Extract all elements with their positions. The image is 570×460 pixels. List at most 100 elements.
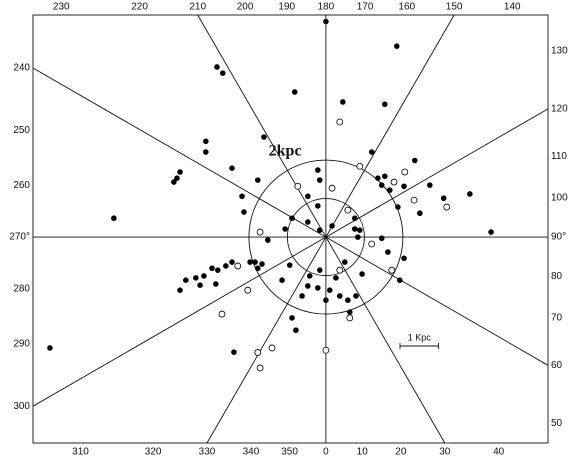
- longitude-label: 300: [13, 401, 30, 412]
- longitude-label: 110: [551, 151, 567, 162]
- object-filled: [305, 193, 311, 200]
- longitude-label: 80: [551, 271, 563, 282]
- radial-line: [32, 67, 327, 238]
- object-open: [254, 349, 262, 356]
- object-filled: [289, 315, 295, 321]
- object-filled: [229, 259, 235, 265]
- longitude-label: 20: [395, 447, 407, 458]
- longitude-label: 310: [72, 447, 89, 458]
- object-filled: [397, 277, 403, 283]
- object-filled: [316, 227, 323, 233]
- object-open: [234, 262, 242, 270]
- object-filled: [315, 285, 321, 291]
- object-filled: [183, 277, 189, 283]
- longitude-label: 340: [243, 447, 260, 458]
- radial-line: [325, 236, 549, 366]
- object-open: [244, 286, 252, 294]
- longitude-label: 130: [551, 45, 568, 56]
- object-filled: [279, 277, 285, 283]
- object-filled: [326, 287, 333, 293]
- radial-line: [32, 236, 327, 407]
- object-filled: [375, 175, 381, 181]
- object-open: [443, 203, 451, 211]
- radial-line: [197, 14, 327, 238]
- object-open: [268, 344, 276, 352]
- object-filled: [177, 169, 183, 175]
- longitude-label: 170: [357, 2, 374, 13]
- longitude-label: 60: [551, 360, 563, 371]
- circle-label: 2kpc: [269, 142, 302, 159]
- radial-line: [325, 14, 455, 238]
- object-filled: [356, 227, 363, 233]
- object-filled: [254, 265, 261, 272]
- object-filled: [305, 219, 311, 225]
- object-open: [336, 118, 344, 126]
- object-filled: [171, 179, 177, 185]
- object-filled: [316, 177, 323, 183]
- object-open: [390, 178, 398, 186]
- object-open: [368, 240, 376, 248]
- longitude-label: 280: [13, 283, 30, 294]
- object-filled: [174, 175, 180, 181]
- radial-line: [325, 236, 446, 444]
- object-open: [256, 364, 264, 372]
- object-filled: [219, 70, 226, 76]
- object-filled: [241, 209, 247, 215]
- longitude-label: 150: [446, 2, 463, 13]
- object-filled: [306, 273, 313, 279]
- longitude-label: 220: [131, 2, 148, 13]
- longitude-label: 290: [13, 338, 30, 349]
- object-filled: [252, 259, 258, 265]
- longitude-label: 40: [493, 447, 505, 458]
- object-open: [410, 196, 418, 204]
- object-open: [356, 162, 364, 170]
- object-open: [294, 182, 302, 190]
- object-filled: [382, 173, 388, 180]
- object-open: [346, 314, 354, 322]
- object-filled: [299, 293, 305, 299]
- longitude-label: 210: [189, 2, 206, 13]
- object-open: [336, 266, 344, 274]
- object-filled: [401, 255, 407, 262]
- object-filled: [316, 267, 323, 273]
- object-filled: [193, 275, 199, 281]
- longitude-label: 100: [551, 193, 568, 204]
- frame: [32, 14, 549, 444]
- object-filled: [385, 249, 391, 255]
- longitude-label: 320: [145, 447, 162, 458]
- object-filled: [305, 283, 311, 289]
- object-filled: [340, 99, 346, 105]
- object-filled: [378, 235, 385, 242]
- object-filled: [177, 287, 183, 293]
- object-filled: [368, 149, 375, 155]
- object-filled: [382, 101, 388, 108]
- longitude-label: 30: [439, 447, 451, 458]
- longitude-label: 350: [281, 447, 298, 458]
- longitude-label: 160: [398, 2, 415, 13]
- object-filled: [346, 309, 353, 315]
- longitude-label: 140: [504, 2, 521, 13]
- object-filled: [488, 229, 494, 235]
- longitude-label: 330: [199, 447, 216, 458]
- object-filled: [254, 177, 261, 183]
- object-filled: [440, 195, 447, 202]
- longitude-label: 200: [237, 2, 254, 13]
- object-filled: [417, 210, 423, 217]
- longitude-label: 70: [551, 313, 563, 324]
- object-open: [388, 266, 396, 274]
- object-filled: [336, 293, 343, 299]
- object-open: [344, 206, 352, 214]
- object-filled: [203, 149, 209, 155]
- object-filled: [315, 203, 321, 209]
- object-filled: [223, 263, 229, 269]
- object-filled: [341, 259, 348, 265]
- object-filled: [209, 265, 215, 272]
- longitude-label: 50: [551, 418, 563, 429]
- scale-bar-label: 1 Kpc: [408, 332, 432, 342]
- object-filled: [231, 349, 237, 355]
- object-open: [328, 184, 336, 192]
- distance-circle: [248, 159, 404, 315]
- object-filled: [47, 345, 53, 351]
- object-filled: [355, 234, 361, 240]
